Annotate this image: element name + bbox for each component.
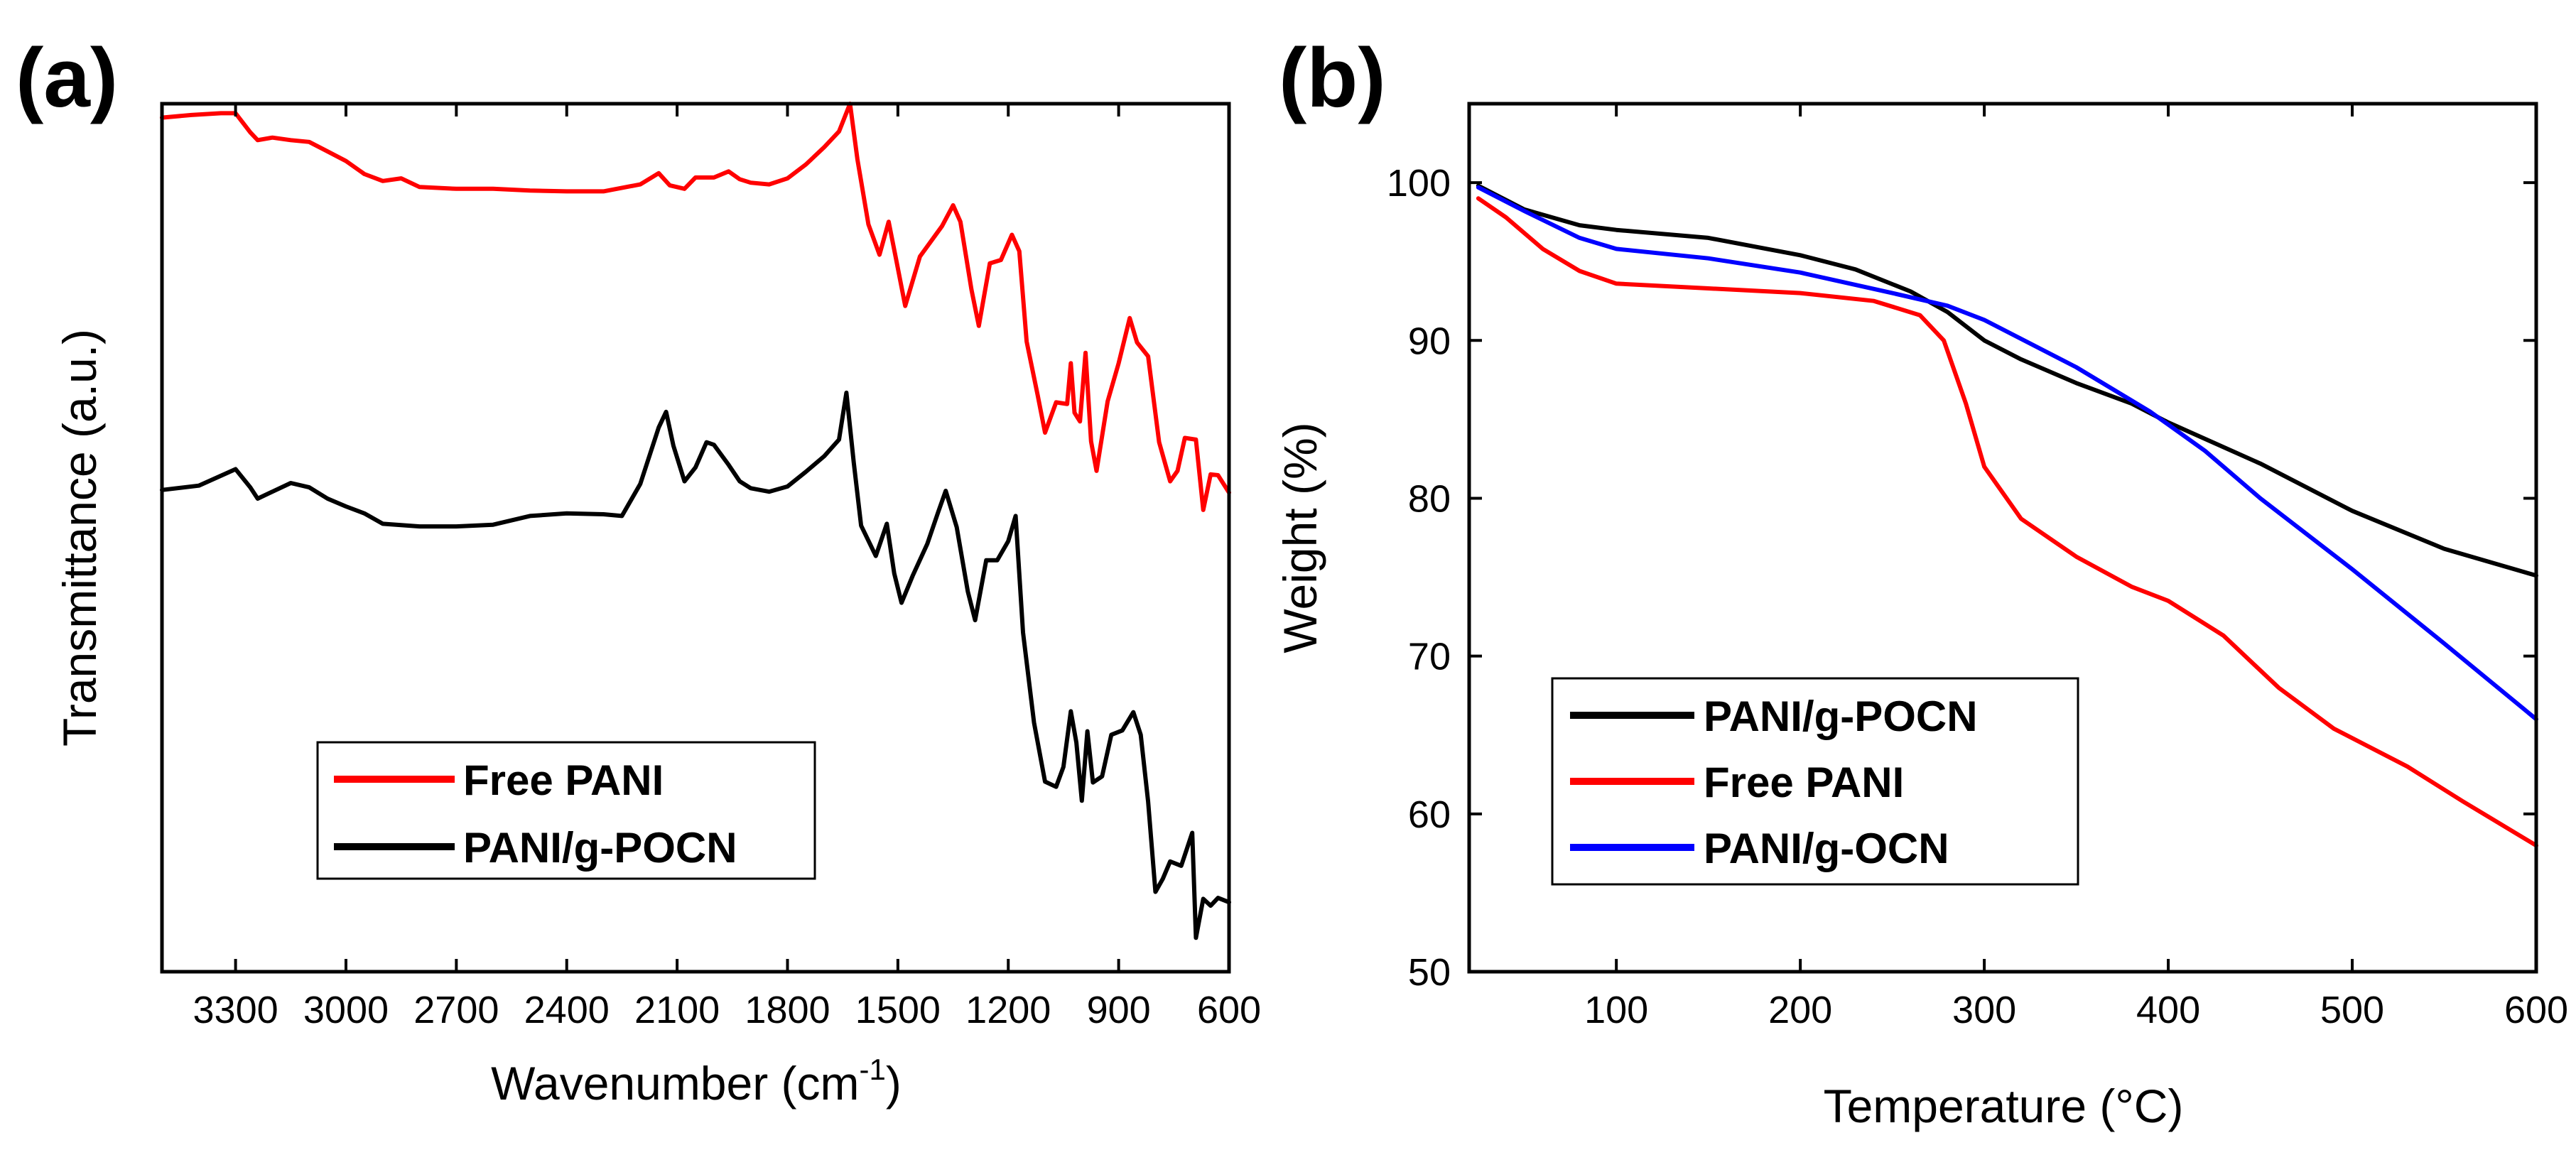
panel-b-x-tick-label-300: 300	[1952, 989, 2016, 1031]
panel-b-y-tick-label-80: 80	[1408, 477, 1451, 520]
panel-b-plot-frame	[1467, 102, 2538, 974]
panel-b-series-pani-g-ocn	[1476, 185, 2538, 722]
panel-b-legend-label-pani-g-ocn: PANI/g-OCN	[1704, 825, 1949, 872]
panel-b-series-pani-g-pocn	[1476, 183, 2538, 578]
panel-b-y-tick-label-60: 60	[1408, 793, 1451, 836]
panel-b-x-tick-label-100: 100	[1584, 989, 1648, 1031]
panel-b: (b) 100 200 300 400 500 600 50 60 70 80 90 100 Wei…	[1274, 31, 2568, 1132]
panel-a-label: (a)	[16, 31, 118, 125]
panel-b-legend-label-free-pani: Free PANI	[1704, 759, 1904, 806]
panel-a-x-tick-label-600: 600	[1197, 989, 1261, 1031]
panel-a-legend: Free PANI PANI/g-POCN	[316, 741, 816, 880]
panel-a-x-tick-label-1500: 1500	[855, 989, 941, 1031]
panel-a-x-tick-label-900: 900	[1087, 989, 1151, 1031]
panel-b-x-tick-label-500: 500	[2320, 989, 2384, 1031]
panel-a-legend-label-free-pani: Free PANI	[463, 756, 664, 804]
panel-b-x-ticks: 100 200 300 400 500 600	[1584, 104, 2568, 1031]
panel-b-label: (b)	[1279, 31, 1386, 125]
panel-a-x-tick-label-1800: 1800	[745, 989, 830, 1031]
panel-a-x-tick-label-1200: 1200	[965, 989, 1051, 1031]
panel-a-y-label: Transmittance (a.u.)	[53, 329, 106, 747]
panel-a-x-ticks: 3300 3000 2700 2400 2100 1800 1500 1200 900 600	[193, 104, 1261, 1031]
panel-b-y-tick-label-90: 90	[1408, 320, 1451, 362]
panel-b-y-label: Weight (%)	[1274, 422, 1326, 653]
panel-b-y-tick-label-100: 100	[1387, 162, 1451, 205]
panel-a: (a) 3300 3000 2700 2400 2100 1800 1500 1200 900 6…	[16, 31, 1261, 1110]
panel-a-x-tick-label-2400: 2400	[524, 989, 610, 1031]
panel-a-legend-box	[316, 741, 816, 880]
panel-b-x-tick-label-200: 200	[1768, 989, 1832, 1031]
panel-b-x-tick-label-400: 400	[2136, 989, 2200, 1031]
panel-b-series-layer	[1476, 183, 2538, 848]
panel-b-y-tick-label-70: 70	[1408, 636, 1451, 678]
panel-a-x-tick-label-3300: 3300	[193, 989, 278, 1031]
panel-b-y-ticks: 50 60 70 80 90 100	[1387, 162, 2536, 994]
panel-a-series-free-pani	[160, 102, 1231, 512]
panel-a-plot-frame	[160, 102, 1231, 974]
panel-a-x-tick-label-2100: 2100	[634, 989, 720, 1031]
panel-a-x-label: Wavenumber (cm-1)	[491, 1053, 902, 1110]
panel-b-y-tick-label-50: 50	[1408, 951, 1451, 994]
panel-a-x-tick-label-3000: 3000	[303, 989, 389, 1031]
panel-b-x-label: Temperature (°C)	[1824, 1080, 2184, 1132]
panel-a-legend-label-pani-g-pocn: PANI/g-POCN	[463, 824, 737, 872]
panel-b-legend-label-pani-g-pocn: PANI/g-POCN	[1704, 693, 1978, 740]
panel-b-legend: PANI/g-POCN Free PANI PANI/g-OCN	[1551, 677, 2079, 886]
panel-a-x-tick-label-2700: 2700	[413, 989, 499, 1031]
panel-b-x-tick-label-600: 600	[2504, 989, 2568, 1031]
panel-a-series-layer	[160, 102, 1231, 940]
panel-b-series-free-pani	[1476, 196, 2538, 848]
panel-a-series-pani-g-pocn	[160, 390, 1231, 940]
